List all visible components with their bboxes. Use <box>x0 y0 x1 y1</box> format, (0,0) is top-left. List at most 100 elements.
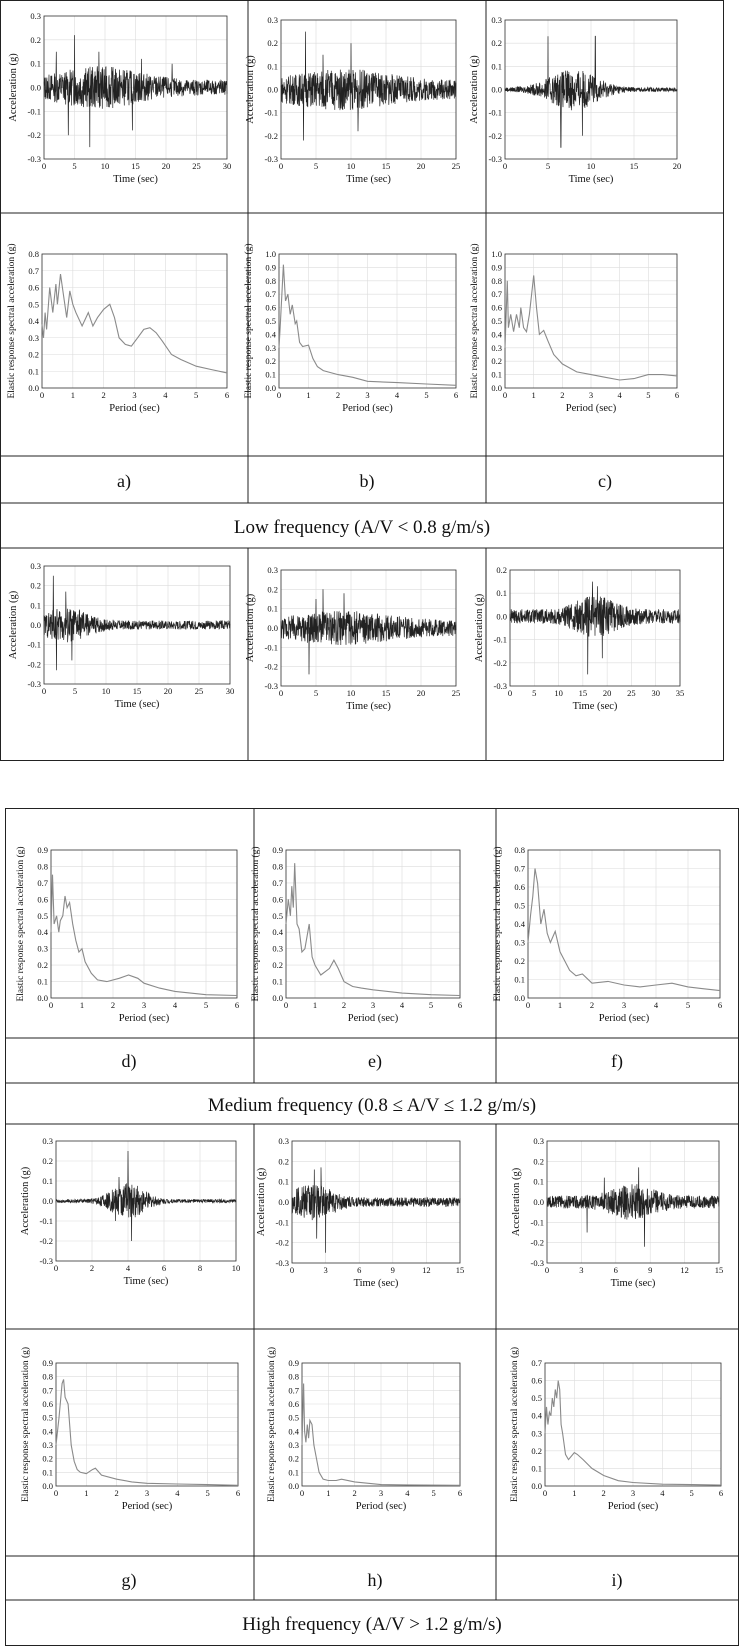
label-g: g) <box>122 1570 137 1591</box>
y-tick-label: 0.0 <box>28 383 39 393</box>
x-tick-label: 3 <box>589 390 593 400</box>
x-tick-label: 6 <box>162 1263 166 1273</box>
y-tick-label: 0.1 <box>28 366 39 376</box>
chart-h-time: 0 3 6 9 12 15 -0.3 -0.2 -0.1 0.0 0.1 0.2 0.3 Time (se… <box>256 1136 464 1289</box>
series-line <box>527 868 721 992</box>
y-tick-label: 0.2 <box>30 35 41 45</box>
x-tick-label: 25 <box>452 161 461 171</box>
y-tick-label: 0.3 <box>514 938 525 948</box>
y-tick-label: -0.1 <box>276 1217 289 1227</box>
y-tick-label: -0.3 <box>489 154 502 164</box>
x-tick-label: 4 <box>175 1488 180 1498</box>
y-tick-label: 0.8 <box>28 249 39 259</box>
x-tick-label: 2 <box>353 1488 357 1498</box>
y-tick-label: 0.4 <box>272 927 283 937</box>
x-tick-label: 35 <box>676 688 685 698</box>
x-tick-label: 4 <box>660 1488 665 1498</box>
y-tick-label: 0.0 <box>491 383 502 393</box>
y-tick-label: 0.0 <box>533 1197 544 1207</box>
x-tick-label: 6 <box>225 390 229 400</box>
y-tick-label: 0.0 <box>278 1197 289 1207</box>
x-tick-label: 3 <box>365 390 369 400</box>
y-tick-label: 0.9 <box>37 845 48 855</box>
x-tick-label: 0 <box>545 1265 549 1275</box>
y-tick-label: 0.5 <box>42 1413 53 1423</box>
x-tick-label: 6 <box>458 1488 462 1498</box>
y-tick-label: -0.2 <box>489 131 502 141</box>
y-axis-label: Acceleration (g) <box>469 55 480 124</box>
y-tick-label: 0.0 <box>272 993 283 1003</box>
chart-c-spec: 0 1 2 3 4 5 6 0.0 0.1 0.2 0.3 0.4 0.5 0.6 0.7 0.8 0.9 1.0… <box>469 243 679 414</box>
x-axis-label: Period (sec) <box>348 1013 399 1024</box>
x-tick-label: 6 <box>236 1488 240 1498</box>
x-tick-label: 15 <box>630 161 639 171</box>
y-tick-label: 0.0 <box>37 993 48 1003</box>
y-tick-label: -0.1 <box>28 640 41 650</box>
x-tick-label: 5 <box>686 1000 690 1010</box>
y-axis-label: Elastic response spectral acceleration (… <box>250 846 261 1001</box>
x-tick-label: 3 <box>142 1000 146 1010</box>
y-axis-label: Acceleration (g) <box>8 590 19 659</box>
y-tick-label: 0.9 <box>265 262 276 272</box>
y-axis-label: Acceleration (g) <box>256 1167 267 1236</box>
x-tick-label: 8 <box>198 1263 202 1273</box>
x-axis-label: Period (sec) <box>608 1501 659 1512</box>
y-tick-label: -0.2 <box>28 659 41 669</box>
x-tick-label: 5 <box>72 161 76 171</box>
y-tick-label: -0.1 <box>494 635 507 645</box>
x-tick-label: 5 <box>73 686 77 696</box>
x-tick-label: 10 <box>587 161 596 171</box>
y-tick-label: 0.6 <box>272 894 283 904</box>
y-axis-label: Elastic response spectral acceleration (… <box>492 846 503 1001</box>
x-axis-label: Period (sec) <box>599 1013 650 1024</box>
x-tick-label: 5 <box>424 390 428 400</box>
x-tick-label: 2 <box>336 390 340 400</box>
y-axis-label: Acceleration (g) <box>245 593 256 662</box>
plot-frame <box>278 253 457 389</box>
x-tick-label: 3 <box>371 1000 375 1010</box>
plot-frame <box>55 1362 239 1487</box>
x-tick-label: 5 <box>204 1000 208 1010</box>
y-tick-label: 0.2 <box>496 565 507 575</box>
x-tick-label: 0 <box>40 390 44 400</box>
chart-c-time: 0 5 10 15 20 -0.3 -0.2 -0.1 0.0 0.1 0.2 0.3 Time (se… <box>469 15 681 185</box>
y-tick-label: -0.3 <box>531 1258 544 1268</box>
x-tick-label: 1 <box>71 390 75 400</box>
x-tick-label: 6 <box>719 1488 723 1498</box>
x-tick-label: 0 <box>49 1000 53 1010</box>
y-tick-label: 0.7 <box>531 1358 542 1368</box>
label-d: d) <box>122 1051 137 1072</box>
y-tick-label: 0.2 <box>267 584 278 594</box>
y-tick-label: 0.1 <box>30 600 41 610</box>
x-tick-label: 2 <box>115 1488 119 1498</box>
chart-b-time: 0 5 10 15 20 25 -0.3 -0.2 -0.1 0.0 0.1 0.2 0.3 Time (… <box>245 15 460 185</box>
plot-frame <box>504 253 678 389</box>
y-tick-label: 0.1 <box>265 370 276 380</box>
x-tick-label: 12 <box>422 1265 431 1275</box>
x-tick-label: 5 <box>314 688 318 698</box>
x-tick-label: 15 <box>579 688 588 698</box>
y-tick-label: 1.0 <box>265 249 276 259</box>
y-tick-label: 0.5 <box>272 911 283 921</box>
y-tick-label: -0.2 <box>276 1238 289 1248</box>
y-tick-label: 0.2 <box>42 1156 53 1166</box>
x-tick-label: 4 <box>654 1000 659 1010</box>
chart-h-spec: 0 1 2 3 4 5 6 0.0 0.1 0.2 0.3 0.4 0.5 0.6 0.7 0.8 0.9 Per… <box>266 1347 462 1512</box>
y-tick-label: 0.5 <box>28 299 39 309</box>
chart-g-spec: 0 1 2 3 4 5 6 0.0 0.1 0.2 0.3 0.4 0.5 0.6 0.7 0.8 0.9 Per… <box>20 1347 240 1512</box>
x-axis-label: Time (sec) <box>354 1278 399 1289</box>
y-tick-label: -0.2 <box>40 1236 53 1246</box>
x-tick-label: 3 <box>323 1265 327 1275</box>
series-line <box>291 1167 461 1253</box>
x-tick-label: 3 <box>631 1488 635 1498</box>
x-tick-label: 4 <box>400 1000 405 1010</box>
chart-a-spec: 0 1 2 3 4 5 6 0.0 0.1 0.2 0.3 0.4 0.5 0.6 0.7 0.8 Period… <box>6 243 229 414</box>
x-tick-label: 20 <box>417 688 426 698</box>
x-tick-label: 30 <box>651 688 660 698</box>
y-tick-label: 0.1 <box>514 975 525 985</box>
y-axis-label: Elastic response spectral acceleration (… <box>20 1347 31 1502</box>
group-high-title: High frequency (A/V > 1.2 g/m/s) <box>242 1614 501 1635</box>
y-tick-label: 0.4 <box>28 316 39 326</box>
y-axis-label: Elastic response spectral acceleration (… <box>243 243 254 398</box>
series-line <box>43 35 228 148</box>
